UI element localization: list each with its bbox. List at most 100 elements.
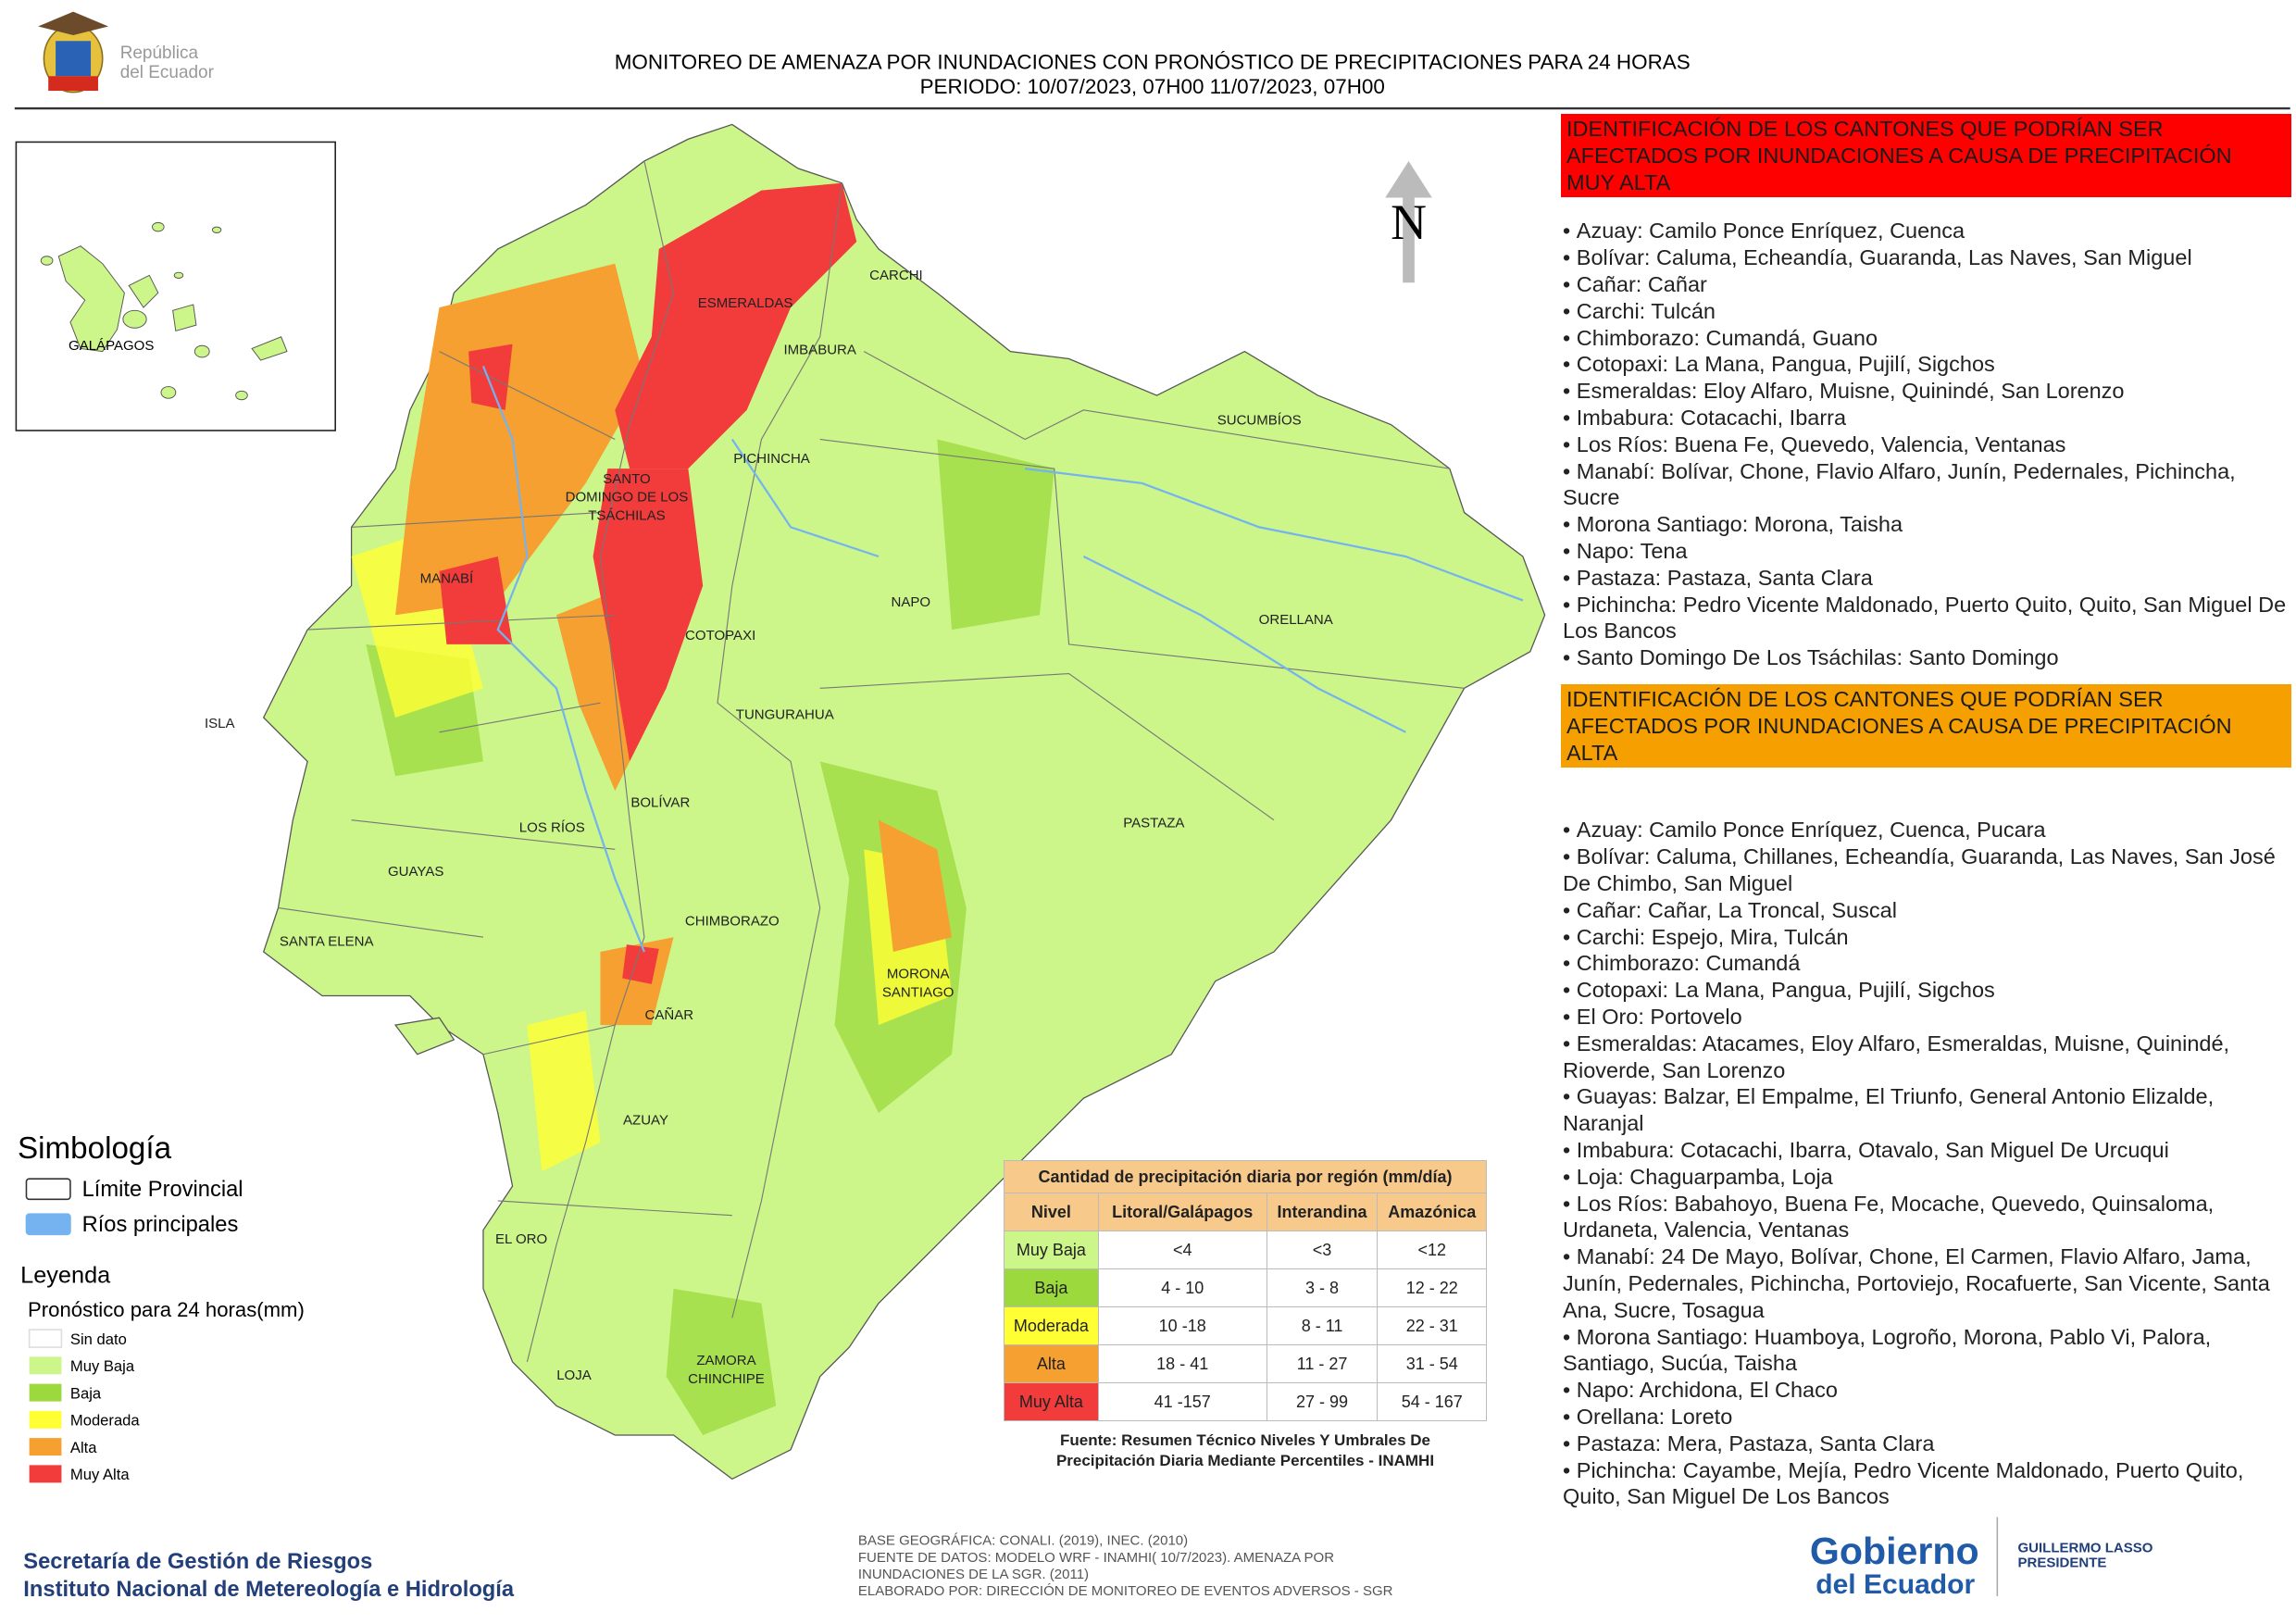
symbol-label: Límite Provincial xyxy=(82,1178,243,1202)
inset-frame xyxy=(15,141,336,431)
canton-list: Azuay: Camilo Ponce Enríquez, Cuenca, Pu… xyxy=(1561,817,2291,1510)
province-label: CHINCHIPE xyxy=(688,1371,765,1387)
canton-item: Imbabura: Cotacachi, Ibarra xyxy=(1563,405,2291,431)
province-label: EL ORO xyxy=(495,1231,547,1247)
province-borders xyxy=(278,160,1465,1363)
province-label: NAPO xyxy=(891,594,930,610)
canton-item: Chimborazo: Cumandá, Guano xyxy=(1563,325,2291,352)
province-label: TUNGURAHUA xyxy=(736,707,834,723)
canton-item: Los Ríos: Babahoyo, Buena Fe, Mocache, Q… xyxy=(1563,1191,2291,1244)
province-label: SUCUMBÍOS xyxy=(1217,413,1302,429)
rivers xyxy=(481,365,1524,953)
institution: Secretaría de Gestión de Riesgos xyxy=(23,1550,372,1574)
symbology: Límite Provincial Ríos principales xyxy=(25,1178,243,1237)
canton-item: Chimborazo: Cumandá xyxy=(1563,950,2291,977)
province-label: ESMERALDAS xyxy=(698,295,793,311)
puna-island xyxy=(393,1017,455,1056)
very-high-zones xyxy=(439,182,857,984)
column-header: Litoral/Galápagos xyxy=(1097,1193,1267,1231)
title: MONITOREO DE AMENAZA POR INUNDACIONES CO… xyxy=(615,50,1691,73)
class-swatch xyxy=(29,1438,62,1456)
level-cell: Baja xyxy=(1004,1268,1099,1307)
logo-text: República xyxy=(120,44,199,63)
level-cell: Muy Baja xyxy=(1004,1230,1099,1269)
canton-item: Los Ríos: Buena Fe, Quevedo, Valencia, V… xyxy=(1563,431,2291,458)
range-cell: <12 xyxy=(1377,1230,1487,1269)
canton-item: Carchi: Espejo, Mira, Tulcán xyxy=(1563,924,2291,951)
canton-item: Imbabura: Cotacachi, Ibarra, Otavalo, Sa… xyxy=(1563,1137,2291,1164)
class-label: Muy Alta xyxy=(70,1466,130,1483)
range-cell: 27 - 99 xyxy=(1266,1382,1379,1421)
symbol-swatch xyxy=(25,1213,71,1236)
range-cell: 18 - 41 xyxy=(1097,1344,1267,1383)
class-label: Baja xyxy=(70,1384,102,1402)
note-line: ELABORADO POR: DIRECCIÓN DE MONITOREO DE… xyxy=(858,1583,1393,1599)
galapagos-islands xyxy=(40,221,288,401)
canton-item: Manabí: 24 De Mayo, Bolívar, Chone, El C… xyxy=(1563,1243,2291,1323)
range-cell: 12 - 22 xyxy=(1377,1268,1487,1307)
province-label: SANTO xyxy=(603,471,650,487)
column-header: Interandina xyxy=(1266,1193,1379,1231)
notes: BASE GEOGRÁFICA: CONALI. (2019), INEC. (… xyxy=(858,1533,1393,1600)
gobierno-logo: del Ecuador xyxy=(1816,1569,1975,1600)
canton-item: Orellana: Loreto xyxy=(1563,1404,2291,1430)
table-row: Muy Alta 41 -157 27 - 99 54 - 167 xyxy=(1004,1382,1487,1421)
column-header: Amazónica xyxy=(1377,1193,1487,1231)
canton-item: Azuay: Camilo Ponce Enríquez, Cuenca xyxy=(1563,218,2291,244)
legend-heading: Leyenda xyxy=(20,1262,111,1288)
note-line: BASE GEOGRÁFICA: CONALI. (2019), INEC. (… xyxy=(858,1533,1188,1549)
province-label: MORONA xyxy=(887,967,950,982)
class-label: Moderada xyxy=(70,1412,140,1430)
section-heading: IDENTIFICACIÓN DE LOS CANTONES QUE PODRÍ… xyxy=(1561,114,2291,198)
province-label: COTOPAXI xyxy=(685,628,755,643)
canton-item: Guayas: Balzar, El Empalme, El Triunfo, … xyxy=(1563,1083,2291,1137)
province-label: TSÁCHILAS xyxy=(588,507,665,523)
range-cell: 41 -157 xyxy=(1097,1382,1267,1421)
canton-item: Santo Domingo De Los Tsáchilas: Santo Do… xyxy=(1563,644,2291,671)
canton-item: El Oro: Portovelo xyxy=(1563,1004,2291,1031)
legend-classes: Sin dato Muy Baja Baja Moderada Alta Muy Alta xyxy=(28,1329,140,1483)
north-label: N xyxy=(1391,194,1427,250)
province-label: CARCHI xyxy=(869,268,923,283)
range-cell: <4 xyxy=(1097,1230,1267,1269)
canton-item: Cañar: Cañar xyxy=(1563,271,2291,298)
table-row: Muy Baja <4 <3 <12 xyxy=(1004,1230,1487,1269)
column-header: Nivel xyxy=(1004,1193,1099,1231)
range-cell: 3 - 8 xyxy=(1266,1268,1379,1307)
range-cell: 22 - 31 xyxy=(1377,1306,1487,1345)
canton-item: Cotopaxi: La Mana, Pangua, Pujilí, Sigch… xyxy=(1563,977,2291,1004)
range-cell: 54 - 167 xyxy=(1377,1382,1487,1421)
class-swatch xyxy=(29,1383,62,1402)
class-swatch xyxy=(28,1329,63,1348)
province-label: ZAMORA xyxy=(696,1353,755,1368)
section-heading: IDENTIFICACIÓN DE LOS CANTONES QUE PODRÍ… xyxy=(1561,684,2291,768)
table-row: Alta 18 - 41 11 - 27 31 - 54 xyxy=(1004,1344,1487,1383)
canton-item: Cañar: Cañar, La Troncal, Suscal xyxy=(1563,897,2291,924)
canton-item: Manabí: Bolívar, Chone, Flavio Alfaro, J… xyxy=(1563,458,2291,512)
note-line: INUNDACIONES DE LA SGR. (2011) xyxy=(858,1567,1089,1582)
table-row: Moderada 10 -18 8 - 11 22 - 31 xyxy=(1004,1306,1487,1345)
ecuador-emblem xyxy=(38,11,109,94)
level-cell: Moderada xyxy=(1004,1306,1099,1345)
president: PRESIDENTE xyxy=(2017,1555,2106,1570)
canton-list: Azuay: Camilo Ponce Enríquez, CuencaBolí… xyxy=(1561,218,2291,671)
province-label: SANTIAGO xyxy=(882,984,955,1000)
canton-item: Esmeraldas: Atacames, Eloy Alfaro, Esmer… xyxy=(1563,1031,2291,1084)
symbol-swatch xyxy=(25,1178,71,1201)
very-high-panel: IDENTIFICACIÓN DE LOS CANTONES QUE PODRÍ… xyxy=(1561,114,2291,671)
province-label: ISLA xyxy=(205,716,235,731)
gobierno-logo: Gobierno xyxy=(1810,1530,1979,1572)
class-label: Alta xyxy=(70,1439,97,1456)
province-label: LOS RÍOS xyxy=(519,819,585,835)
canton-item: Bolívar: Caluma, Echeandía, Guaranda, La… xyxy=(1563,244,2291,271)
institution: Instituto Nacional de Metereología e Hid… xyxy=(23,1578,515,1602)
high-panel: IDENTIFICACIÓN DE LOS CANTONES QUE PODRÍ… xyxy=(1561,684,2291,1510)
province-label: BOLÍVAR xyxy=(630,794,690,810)
canton-item: Pastaza: Mera, Pastaza, Santa Clara xyxy=(1563,1430,2291,1457)
class-swatch xyxy=(29,1356,62,1375)
range-cell: <3 xyxy=(1266,1230,1379,1269)
level-cell: Alta xyxy=(1004,1344,1099,1383)
province-label: LOJA xyxy=(556,1368,592,1383)
